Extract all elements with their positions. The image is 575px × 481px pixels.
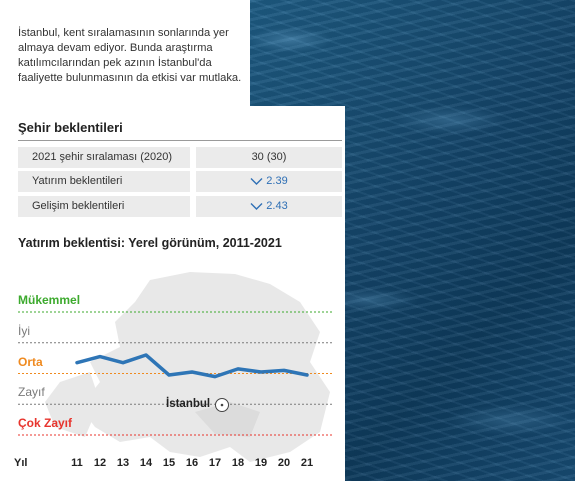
x-tick-label: 16 <box>185 457 199 469</box>
x-tick-label: 17 <box>208 457 222 469</box>
expectation-row: Gelişim beklentileri 2.43 <box>18 196 342 217</box>
investment-outlook-chart: Çok Zayıf Zayıf Orta İyi Mükemmel İstanbul Y… <box>0 262 345 481</box>
expectation-row: 2021 şehir sıralaması (2020) 30 (30) <box>18 147 342 168</box>
x-tick-label: 11 <box>71 457 83 469</box>
expectation-row: Yatırım beklentileri 2.39 <box>18 171 342 192</box>
expectations-title: Şehir beklentileri <box>18 120 123 135</box>
chart-title: Yatırım beklentisi: Yerel görünüm, 2011-… <box>18 236 282 250</box>
istanbul-label: İstanbul <box>166 398 211 410</box>
europe-map-background <box>45 272 330 462</box>
intro-paragraph: İstanbul, kent sıralamasının sonlarında … <box>18 27 242 84</box>
level-label: Çok Zayıf <box>18 416 73 430</box>
row-value-cell: 2.39 <box>196 171 342 192</box>
chevron-down-icon <box>250 202 263 210</box>
level-label: Mükemmel <box>18 293 81 307</box>
level-label: Orta <box>18 354 43 369</box>
x-axis-label: Yıl <box>14 457 28 469</box>
level-label: İyi <box>18 323 30 338</box>
row-value: 30 (30) <box>196 147 342 168</box>
row-value: 2.39 <box>266 175 288 187</box>
x-tick-label: 20 <box>277 457 291 469</box>
row-value: 2.43 <box>266 200 288 212</box>
x-tick-label: 13 <box>116 457 130 469</box>
x-tick-label: 15 <box>162 457 176 469</box>
chevron-down-icon <box>250 177 263 185</box>
title-divider <box>18 140 342 141</box>
level-label: Zayıf <box>18 385 45 400</box>
row-label: 2021 şehir sıralaması (2020) <box>18 147 190 168</box>
row-label: Yatırım beklentileri <box>18 171 190 192</box>
istanbul-marker <box>215 398 229 412</box>
chart-svg <box>18 272 332 462</box>
x-tick-label: 19 <box>254 457 268 469</box>
row-label: Gelişim beklentileri <box>18 196 190 217</box>
x-tick-label: 14 <box>139 457 153 469</box>
x-tick-label: 21 <box>300 457 314 469</box>
x-tick-label: 12 <box>93 457 107 469</box>
series-line <box>75 353 309 379</box>
x-tick-label: 18 <box>231 457 245 469</box>
row-value-cell: 2.43 <box>196 196 342 217</box>
